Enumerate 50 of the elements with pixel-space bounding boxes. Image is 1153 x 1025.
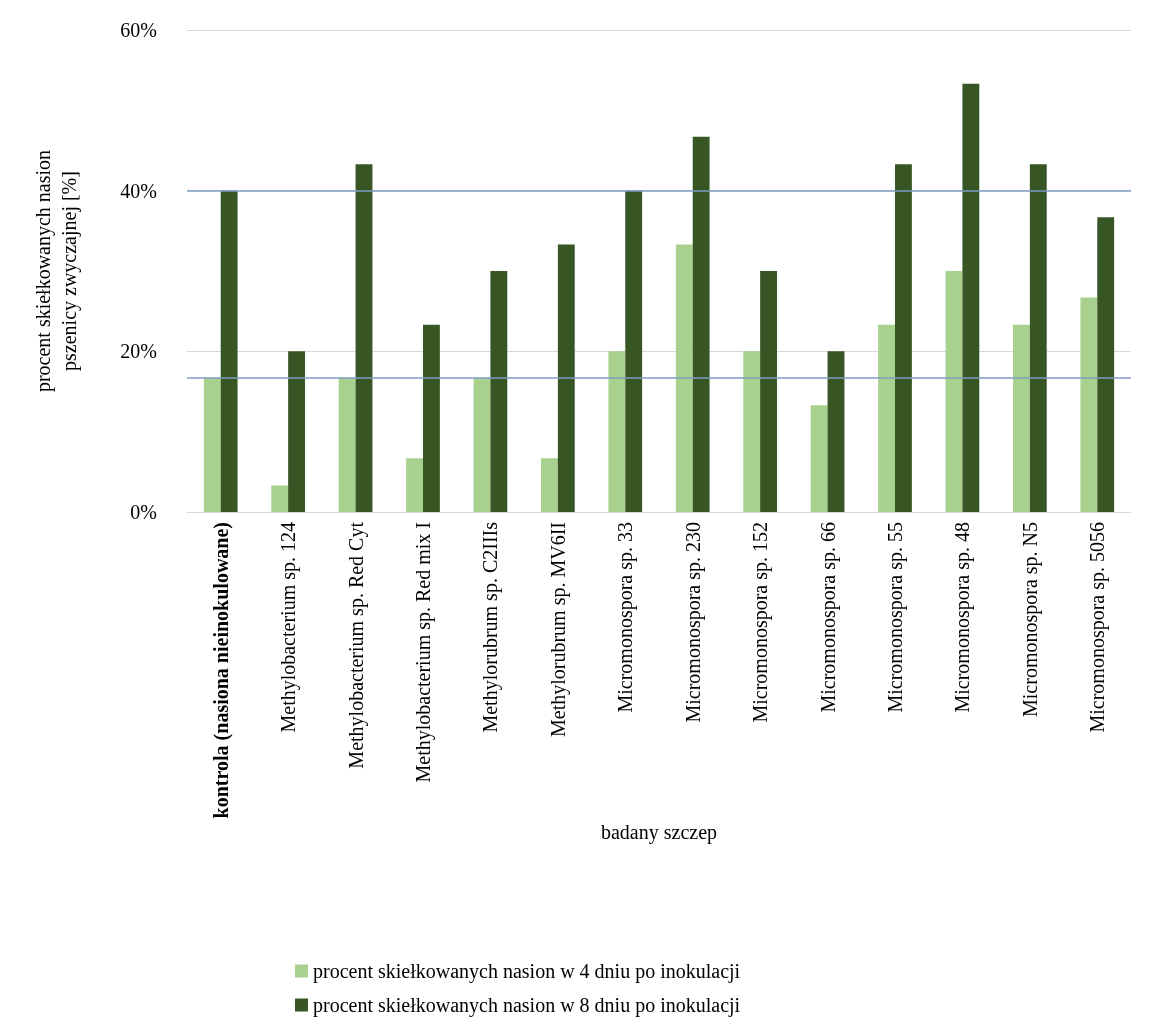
bar (1080, 297, 1098, 512)
legend-label: procent skiełkowanych nasion w 4 dniu po inokulacji (313, 960, 741, 983)
bar (338, 377, 356, 512)
x-tick-label: Micromonospora sp. 55 (884, 522, 907, 713)
bar (625, 190, 643, 512)
x-tick-label: Methylorubrum sp. C2IIIs (479, 521, 503, 733)
bar (406, 458, 423, 512)
bar (355, 164, 373, 512)
x-tick-label: Micromonospora sp. 152 (749, 522, 773, 723)
bar (743, 351, 761, 512)
bar (827, 351, 845, 512)
x-tick-label: Methylobacterium sp. Red mix I (412, 522, 435, 783)
bar (473, 377, 491, 512)
x-tick-label: Methylobacterium sp. 124 (277, 522, 301, 733)
bar (675, 244, 693, 512)
x-tick-label: Micromonospora sp. 230 (681, 522, 705, 723)
bar (878, 324, 895, 512)
x-tick-label: Micromonospora sp. 66 (816, 522, 840, 713)
bar (557, 244, 575, 512)
x-tick-label: Micromonospora sp. N5 (1018, 522, 1042, 717)
y-axis-title: procent skiełkowanych nasion pszenicy zwyczajnej [%] (32, 149, 81, 393)
x-axis-title: badany szczep (600, 821, 718, 845)
bar (1013, 324, 1030, 512)
y-tick-label: 20% (120, 340, 157, 363)
y-tick-label: 40% (120, 179, 157, 202)
bar (1097, 217, 1115, 512)
bar (962, 83, 980, 512)
x-tick-label: Micromonospora sp. 5056 (1086, 522, 1110, 733)
x-tick-label: Methylorubrum sp. MV6II (546, 522, 570, 737)
bar (760, 271, 777, 512)
x-tick-label: Micromonospora sp. 33 (614, 522, 638, 713)
bar (1029, 164, 1047, 512)
bar (220, 190, 238, 512)
bar (810, 405, 828, 512)
bar (423, 324, 440, 512)
y-tick-label: 0% (130, 501, 157, 523)
bar (945, 271, 963, 512)
bar (490, 271, 508, 512)
legend-label: procent skiełkowanych nasion w 8 dniu po inokulacji (313, 994, 741, 1017)
bar (541, 458, 558, 512)
bar (271, 485, 289, 512)
x-tick-label: Methylobacterium sp. Red Cyt (344, 521, 368, 769)
bar (203, 377, 221, 512)
bar (288, 351, 305, 512)
x-tick-label: Micromonospora sp. 48 (951, 522, 975, 713)
bar (895, 164, 912, 512)
bar (692, 136, 710, 512)
bar (608, 351, 626, 512)
y-tick-label: 60% (120, 19, 157, 41)
x-tick-label: kontrola (nasiona nieinokulowane) (209, 522, 233, 819)
